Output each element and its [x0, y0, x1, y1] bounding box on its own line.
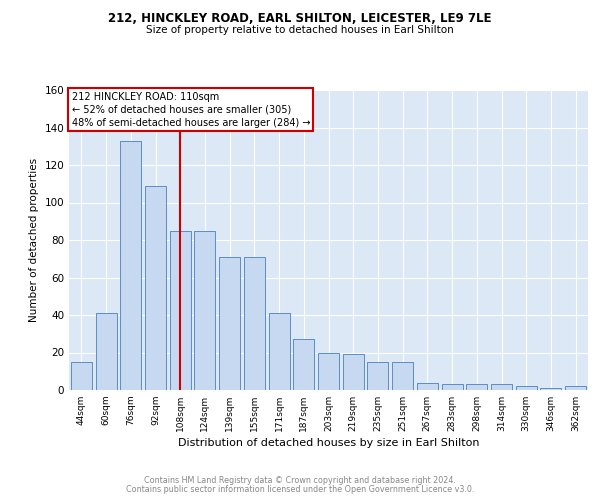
Bar [417, 382, 438, 390]
Bar [244, 257, 265, 390]
Bar [491, 384, 512, 390]
Text: 212 HINCKLEY ROAD: 110sqm
← 52% of detached houses are smaller (305)
48% of semi: 212 HINCKLEY ROAD: 110sqm ← 52% of detac… [71, 92, 310, 128]
Text: Size of property relative to detached houses in Earl Shilton: Size of property relative to detached ho… [146, 25, 454, 35]
Bar [367, 362, 388, 390]
X-axis label: Distribution of detached houses by size in Earl Shilton: Distribution of detached houses by size … [178, 438, 479, 448]
Bar [170, 230, 191, 390]
Text: 212, HINCKLEY ROAD, EARL SHILTON, LEICESTER, LE9 7LE: 212, HINCKLEY ROAD, EARL SHILTON, LEICES… [108, 12, 492, 26]
Bar [516, 386, 537, 390]
Bar [343, 354, 364, 390]
Text: Contains HM Land Registry data © Crown copyright and database right 2024.: Contains HM Land Registry data © Crown c… [144, 476, 456, 485]
Bar [269, 313, 290, 390]
Bar [392, 362, 413, 390]
Bar [541, 388, 562, 390]
Bar [219, 257, 240, 390]
Bar [194, 230, 215, 390]
Bar [145, 186, 166, 390]
Y-axis label: Number of detached properties: Number of detached properties [29, 158, 39, 322]
Text: Contains public sector information licensed under the Open Government Licence v3: Contains public sector information licen… [126, 485, 474, 494]
Bar [95, 313, 116, 390]
Bar [466, 384, 487, 390]
Bar [71, 362, 92, 390]
Bar [442, 384, 463, 390]
Bar [120, 140, 141, 390]
Bar [293, 340, 314, 390]
Bar [565, 386, 586, 390]
Bar [318, 352, 339, 390]
